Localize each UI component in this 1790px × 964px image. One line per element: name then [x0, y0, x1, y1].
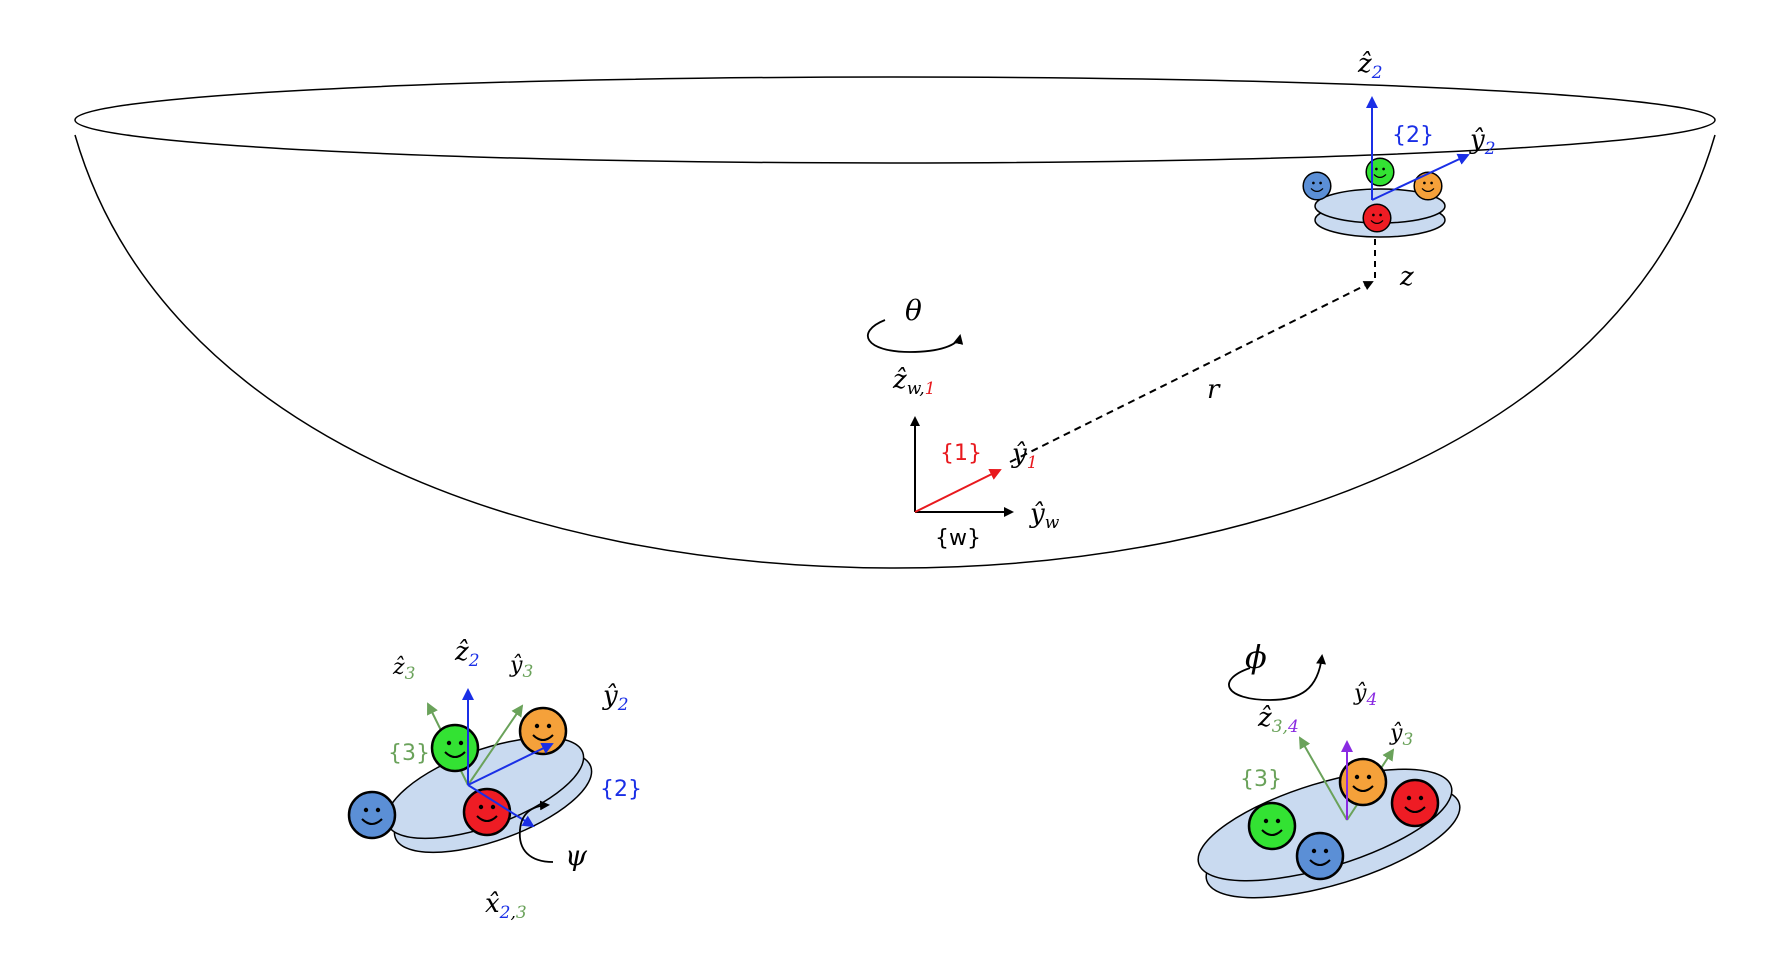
bowl: [74, 76, 1716, 569]
zw1-sub-1: 1: [925, 379, 936, 399]
z3-sub: 3: [405, 664, 416, 684]
y2-left-sub: 2: [617, 695, 629, 715]
y2-left-base: ŷ: [602, 681, 618, 711]
frame2-left-label: {2}: [600, 777, 642, 802]
y2-top-axis-arrow: [1371, 153, 1470, 201]
bowl-body: [74, 134, 1716, 569]
rim-face-orange: [1413, 171, 1443, 201]
y3-left-axis-arrow: [467, 704, 524, 786]
y4-base: ŷ: [1353, 681, 1367, 706]
frame1-label: {1}: [940, 441, 982, 466]
yw-base: ŷ: [1029, 499, 1045, 529]
y4-sub: 4: [1365, 690, 1377, 710]
zw1-base: ẑ: [892, 365, 907, 395]
phi-rotation-arrow: [1228, 654, 1327, 701]
y4-label: ŷ4: [1353, 681, 1377, 710]
phi-label: ϕ: [1245, 638, 1267, 676]
y1-base: ŷ: [1011, 439, 1027, 469]
frame3-right-label: {3}: [1240, 767, 1282, 792]
y3-right-base: ŷ: [1389, 721, 1403, 746]
rim-face-green: [1365, 157, 1395, 187]
phi-face-blue: [1295, 831, 1345, 881]
phi-face-red: [1390, 778, 1440, 828]
y1-label: ŷ1: [1011, 439, 1038, 473]
psi-face-orange: [518, 706, 568, 756]
yw-sub: w: [1045, 513, 1060, 533]
y2-left-axis-arrow: [467, 742, 554, 786]
bowl-rim: [74, 76, 1716, 164]
z2-left-label: ẑ2: [454, 637, 480, 671]
x23-sub-3: 3: [516, 903, 527, 923]
z34-sub-3: 3,: [1272, 717, 1288, 737]
psi-robot: ẑ3 ẑ2 ŷ3 ŷ2 {3} {2} ψ x̂2,3: [347, 637, 642, 923]
phi-robot: ϕ ŷ4 ẑ3,4 ŷ3 {3}: [1197, 638, 1461, 899]
x23-base: x̂: [485, 889, 500, 919]
y3-right-sub: 3: [1402, 730, 1413, 750]
frame2-top-label: {2}: [1392, 123, 1434, 148]
z2-left-base: ẑ: [454, 637, 469, 667]
z3-left-label: ẑ3: [392, 655, 415, 684]
r-dashed-line: [1009, 281, 1374, 463]
y3-left-sub: 3: [522, 662, 533, 682]
z34-label: ẑ3,4: [1257, 703, 1299, 737]
psi-face-green: [430, 723, 480, 773]
z2-top-base: ẑ: [1357, 49, 1372, 79]
y2-left-label: ŷ2: [602, 681, 629, 715]
theta-label: θ: [905, 294, 922, 327]
phi-face-orange: [1338, 757, 1388, 807]
theta-rotation-arrow: [866, 319, 964, 353]
z3-base: ẑ: [392, 655, 405, 680]
rim-face-blue: [1302, 171, 1332, 201]
y1-sub: 1: [1027, 453, 1038, 473]
y2-top-sub: 2: [1484, 139, 1496, 159]
zw1-label: ẑw,1: [892, 365, 935, 399]
x23-label: x̂2,3: [485, 889, 527, 923]
z2-left-sub: 2: [468, 651, 480, 671]
y1-axis-arrow: [914, 469, 1002, 513]
rim-robot: ẑ2 {2} ŷ2: [1302, 49, 1496, 238]
world-frame: θ r z ẑw,1 {1} ŷ1 ŷw {w}: [866, 228, 1414, 551]
psi-rotation-arrow: [519, 800, 554, 863]
y2-top-base: ŷ: [1469, 125, 1485, 155]
rim-face-red: [1362, 203, 1392, 233]
psi-label: ψ: [565, 839, 588, 872]
y3-left-base: ŷ: [509, 653, 523, 678]
zw1-sub-w: w,: [907, 379, 925, 399]
psi-face-blue: [347, 790, 397, 840]
r-label: r: [1207, 375, 1221, 405]
y2-top-label: ŷ2: [1469, 125, 1496, 159]
phi-face-green: [1247, 801, 1297, 851]
framew-label: {w}: [935, 526, 981, 551]
frame3-left-label: {3}: [388, 741, 430, 766]
z34-axis-arrow: [1299, 736, 1348, 821]
y3-right-label: ŷ3: [1389, 721, 1413, 750]
yw-label: ŷw: [1029, 499, 1060, 533]
z34-base: ẑ: [1257, 703, 1272, 733]
y3-left-label: ŷ3: [509, 653, 533, 682]
z34-sub-4: 4: [1287, 717, 1299, 737]
x23-sub-2: 2: [499, 903, 511, 923]
x23-sub-comma: ,: [511, 903, 516, 923]
z2-top-label: ẑ2: [1357, 49, 1383, 83]
z2-top-sub: 2: [1371, 63, 1383, 83]
z-label: z: [1399, 262, 1414, 292]
